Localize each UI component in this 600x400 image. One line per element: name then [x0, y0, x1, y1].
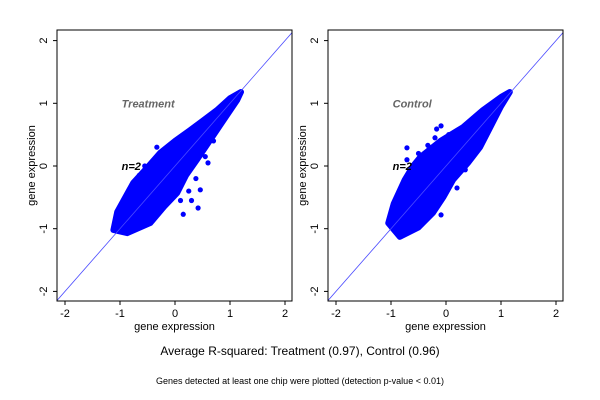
data-point	[180, 211, 186, 217]
caption: Average R-squared: Treatment (0.97), Con…	[160, 344, 439, 358]
x-tick-label: -1	[115, 308, 125, 320]
identity-line	[57, 32, 292, 301]
panel-control: -2 -1 0 1 2 -2 -1 0 1 2 gene expression gene expres…	[297, 29, 564, 333]
x-tick-label: 0	[172, 308, 178, 320]
data-point	[136, 172, 142, 179]
y-tick-label: -2	[309, 287, 321, 297]
y-tick-label: 0	[309, 163, 321, 169]
y-tick-label: -1	[38, 224, 50, 234]
x-tick-label: -2	[60, 308, 70, 320]
data-point	[154, 144, 160, 150]
footnote: Genes detected at least one chip were pl…	[156, 376, 444, 386]
data-point	[177, 197, 184, 204]
y-tick-label: 2	[309, 38, 321, 44]
data-point	[462, 167, 468, 173]
data-point	[202, 153, 208, 160]
data-point	[438, 212, 444, 218]
y-tick-label: 2	[38, 38, 50, 44]
data-point	[396, 191, 402, 197]
y-tick-label: 1	[38, 100, 50, 106]
sample-size-annotation: n=2	[393, 161, 412, 173]
y-tick-label: -2	[38, 287, 50, 297]
data-point	[432, 135, 438, 141]
x-tick-label: 1	[227, 308, 233, 320]
x-tick-label: 2	[282, 308, 288, 320]
y-axis-label: gene expression	[26, 125, 38, 206]
data-point	[210, 138, 217, 144]
panel-treatment: -2 -1 0 1 2 -2 -1 0 1 2 gene expression gene expres…	[26, 29, 293, 333]
x-tick-label: 0	[443, 308, 449, 320]
data-point	[425, 142, 431, 148]
y-tick-label: 1	[309, 100, 321, 106]
y-tick-label: -1	[309, 224, 321, 234]
data-point	[415, 150, 422, 157]
data-point	[454, 185, 460, 191]
y-axis-label: gene expression	[297, 125, 309, 206]
data-point	[188, 197, 195, 204]
panel-title: Treatment	[122, 98, 176, 110]
x-tick-label: 2	[553, 308, 559, 320]
data-point	[438, 123, 444, 129]
sample-size-annotation: n=2	[122, 161, 141, 173]
data-point	[404, 145, 410, 151]
data-point	[193, 175, 199, 182]
data-point	[446, 132, 452, 138]
y-tick-label: 0	[38, 163, 50, 169]
data-point	[434, 126, 440, 132]
x-tick-label: -2	[331, 308, 341, 320]
identity-line	[328, 32, 563, 301]
data-point	[142, 163, 148, 169]
panel-title: Control	[393, 98, 433, 110]
data-point	[197, 187, 203, 193]
data-point	[186, 188, 192, 194]
x-tick-label: 1	[498, 308, 504, 320]
data-point	[195, 205, 201, 211]
x-tick-label: -1	[386, 308, 396, 320]
data-point	[404, 157, 410, 163]
data-point	[205, 160, 211, 166]
x-axis-label: gene expression	[405, 321, 486, 333]
x-axis-label: gene expression	[134, 321, 215, 333]
data-point	[473, 144, 479, 150]
